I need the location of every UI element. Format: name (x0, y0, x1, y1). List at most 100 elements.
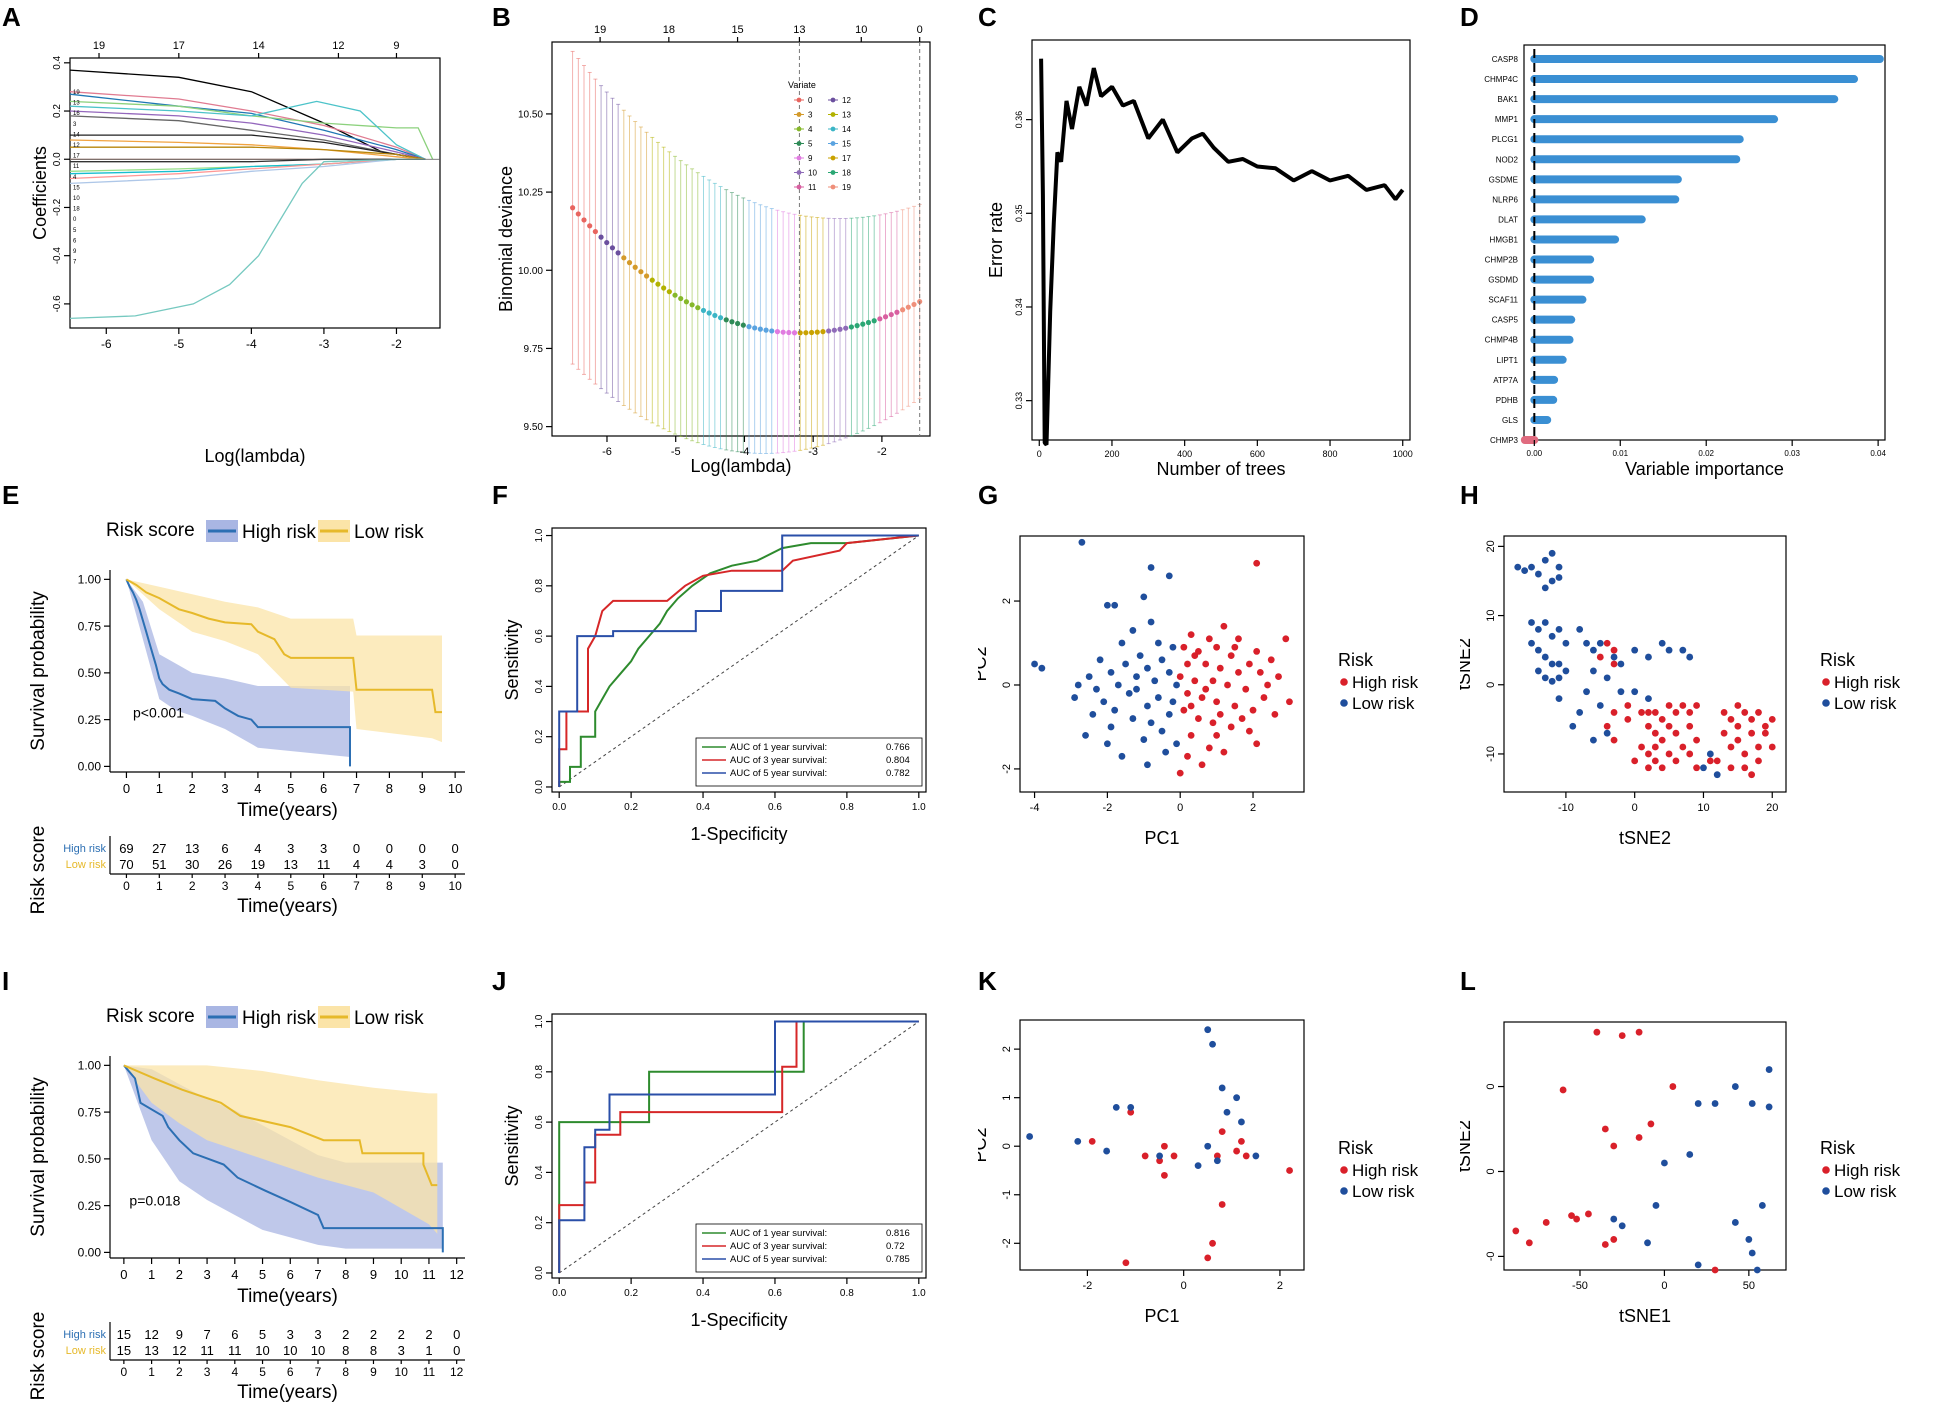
x-tick-label: 7 (314, 1267, 321, 1282)
x-tick-label: -5 (671, 446, 681, 458)
scatter-point (1286, 698, 1293, 706)
x-tick-label: 0.00 (1527, 449, 1543, 458)
risk-table-cell: 4 (254, 841, 261, 856)
scatter-point (1195, 715, 1202, 722)
deviance-point (882, 314, 889, 320)
risk-table-cell: 0 (452, 841, 459, 856)
deviance-point (752, 325, 758, 331)
scatter-point (1568, 1212, 1575, 1220)
scatter-point (1231, 643, 1239, 651)
x-axis-label: Time(years) (237, 1382, 338, 1403)
scatter-point (1213, 698, 1221, 706)
scatter-point (1165, 668, 1173, 676)
gene-label: CHMP4B (1485, 336, 1518, 345)
scatter-point (1216, 710, 1224, 718)
p-value-label: p=0.018 (129, 1193, 180, 1209)
y-tick-label: 0.8 (534, 578, 545, 592)
y-tick-label: 0.50 (78, 666, 102, 680)
risk-table-cell: 3 (398, 1343, 405, 1358)
scatter-point (1645, 764, 1652, 772)
scatter-point (1286, 1167, 1293, 1174)
p-value-label: p<0.001 (133, 705, 184, 721)
scatter-point (1651, 709, 1659, 716)
scatter-point (1089, 710, 1097, 718)
coef-path-3 (69, 100, 434, 160)
x-tick-label: 0 (123, 781, 130, 796)
risk-table-time: 4 (255, 879, 262, 893)
scatter-point (1118, 639, 1126, 647)
legend-dot (796, 155, 802, 161)
scatter-point (1720, 709, 1728, 716)
scatter-point (1583, 639, 1590, 647)
roc-legend-label: AUC of 1 year survival: (730, 742, 827, 753)
coef-var-label: 10 (73, 196, 80, 202)
risk-table-time: 2 (189, 879, 196, 893)
coef-var-label: 12 (73, 143, 80, 149)
scatter-point (1727, 743, 1735, 751)
legend-title: Variate (788, 80, 816, 90)
y-tick-label: 0.0 (534, 1266, 545, 1280)
x-tick-label: 0.8 (840, 1288, 854, 1299)
roc-curve (558, 534, 919, 787)
deviance-point (643, 273, 650, 279)
scatter-point (1202, 685, 1210, 693)
scatter-point (1761, 729, 1769, 737)
scatter-point (1765, 1066, 1773, 1073)
scatter-point (1617, 688, 1625, 696)
y-tick-label: -1 (1001, 1190, 1013, 1200)
survival-step-line (125, 578, 442, 714)
coef-path-4 (69, 139, 426, 160)
scatter-point (1596, 639, 1604, 647)
legend-label: High risk (1352, 673, 1419, 692)
x-tick-label: 0.2 (624, 802, 638, 813)
gene-label: NLRP6 (1492, 195, 1518, 204)
scatter-point (1658, 715, 1666, 723)
gene-label: CASP5 (1492, 316, 1519, 325)
coef-var-label: 6 (73, 238, 77, 244)
scatter-point (1127, 1103, 1135, 1111)
scatter-point (1233, 1094, 1241, 1102)
legend-label: 5 (808, 140, 813, 149)
gene-label: BAK1 (1498, 95, 1519, 104)
scatter-point (1672, 757, 1680, 765)
deviance-point (740, 322, 746, 328)
scatter-point (1093, 685, 1100, 693)
legend-dot (796, 141, 802, 146)
scatter-point (1748, 729, 1756, 737)
scatter-point (1127, 1108, 1135, 1116)
y-tick-label: -0 (1485, 1252, 1497, 1262)
risk-table-time: 5 (259, 1365, 266, 1379)
scatter-point (1768, 743, 1776, 751)
scatter-point (1748, 1100, 1756, 1107)
scatter-point (1213, 643, 1221, 651)
coef-path-15 (70, 146, 426, 160)
scatter-point (1180, 643, 1188, 651)
legend-label: 19 (842, 183, 851, 192)
risk-table-cell: 30 (185, 857, 199, 872)
top-tick-label: 9 (393, 40, 399, 52)
deviance-point (683, 299, 690, 305)
x-tick-label: 0.2 (624, 1288, 638, 1299)
coef-var-label: 11 (73, 164, 80, 170)
legend-dot (830, 155, 836, 161)
risk-table-cell: 0 (353, 841, 360, 856)
scatter-point (1198, 694, 1206, 701)
legend-label: 17 (842, 154, 851, 163)
deviance-point (854, 323, 860, 329)
x-tick-label: 0 (1661, 1280, 1667, 1292)
scatter-point (1635, 1028, 1643, 1036)
x-tick-label: 0.4 (696, 802, 710, 813)
scatter-point (1541, 584, 1549, 592)
legend-dot (796, 126, 802, 132)
scatter-point (1154, 639, 1162, 647)
risk-table-row-label: Low risk (66, 859, 107, 871)
risk-table-time: 6 (320, 879, 327, 893)
y-tick-label: -2 (1001, 1238, 1013, 1248)
deviance-point (706, 310, 712, 316)
legend-label: 9 (808, 154, 813, 163)
scatter-point (1103, 740, 1111, 748)
panel-label-f: F (492, 480, 508, 510)
y-tick-label: 0 (1485, 682, 1497, 688)
deviance-point (729, 319, 735, 325)
y-tick-label: 1.00 (78, 1059, 102, 1073)
